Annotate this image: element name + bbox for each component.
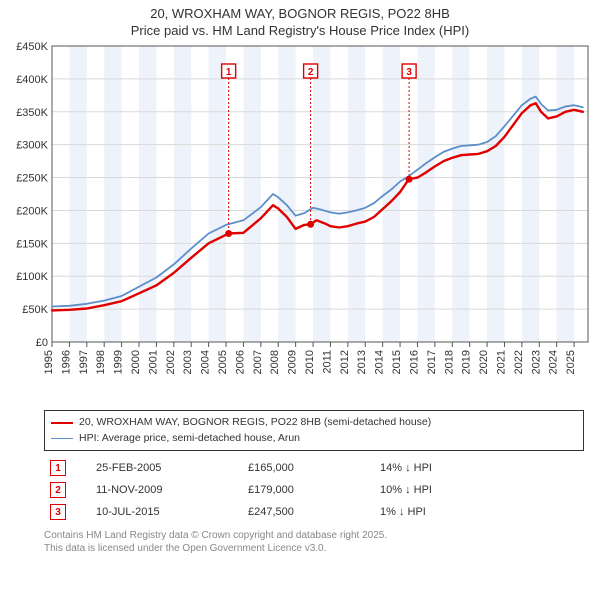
svg-text:2011: 2011: [321, 350, 333, 374]
chart-title: 20, WROXHAM WAY, BOGNOR REGIS, PO22 8HB …: [0, 6, 600, 40]
svg-text:£150K: £150K: [16, 238, 48, 250]
title-line-2: Price paid vs. HM Land Registry's House …: [0, 23, 600, 40]
event-price: £165,000: [242, 457, 374, 479]
svg-text:2024: 2024: [548, 350, 560, 374]
legend-row: HPI: Average price, semi-detached house,…: [51, 431, 577, 447]
svg-text:2018: 2018: [443, 350, 455, 374]
event-price: £247,500: [242, 501, 374, 523]
svg-text:£0: £0: [36, 337, 48, 349]
svg-text:2014: 2014: [374, 350, 386, 374]
chart-area: £0 £50K £100K £150K £200K £250K £300K £350K £400…: [8, 42, 592, 402]
legend: 20, WROXHAM WAY, BOGNOR REGIS, PO22 8HB …: [44, 410, 584, 452]
svg-text:2020: 2020: [478, 350, 490, 374]
event-row: 1 25-FEB-2005£165,00014% ↓ HPI: [44, 457, 584, 479]
svg-text:2000: 2000: [130, 350, 142, 374]
svg-text:3: 3: [406, 67, 412, 78]
svg-text:2016: 2016: [408, 350, 420, 374]
title-line-1: 20, WROXHAM WAY, BOGNOR REGIS, PO22 8HB: [0, 6, 600, 23]
legend-label: HPI: Average price, semi-detached house,…: [79, 431, 300, 447]
svg-text:2017: 2017: [426, 350, 438, 374]
legend-row: 20, WROXHAM WAY, BOGNOR REGIS, PO22 8HB …: [51, 415, 577, 431]
svg-text:2010: 2010: [304, 350, 316, 374]
svg-text:2009: 2009: [287, 350, 299, 374]
event-price: £179,000: [242, 479, 374, 501]
svg-text:2023: 2023: [530, 350, 542, 374]
svg-text:2008: 2008: [269, 350, 281, 374]
svg-text:2013: 2013: [356, 350, 368, 374]
svg-text:£450K: £450K: [16, 42, 48, 53]
svg-text:£300K: £300K: [16, 139, 48, 151]
attribution-line: Contains HM Land Registry data © Crown c…: [44, 529, 584, 542]
legend-swatch: [51, 422, 73, 424]
attribution: Contains HM Land Registry data © Crown c…: [44, 529, 584, 555]
event-date: 11-NOV-2009: [90, 479, 242, 501]
line-chart: £0 £50K £100K £150K £200K £250K £300K £350K £400…: [8, 42, 592, 402]
svg-text:2: 2: [308, 67, 314, 78]
svg-text:2002: 2002: [165, 350, 177, 374]
event-row: 2 11-NOV-2009£179,00010% ↓ HPI: [44, 479, 584, 501]
svg-text:1997: 1997: [78, 350, 90, 374]
event-marker-icon: 3: [50, 504, 66, 520]
attribution-line: This data is licensed under the Open Gov…: [44, 542, 584, 555]
svg-text:2015: 2015: [391, 350, 403, 374]
svg-text:2003: 2003: [182, 350, 194, 374]
event-delta: 10% ↓ HPI: [374, 479, 584, 501]
svg-text:2012: 2012: [339, 350, 351, 374]
svg-text:2025: 2025: [565, 350, 577, 374]
legend-label: 20, WROXHAM WAY, BOGNOR REGIS, PO22 8HB …: [79, 415, 431, 431]
event-row: 3 10-JUL-2015£247,5001% ↓ HPI: [44, 501, 584, 523]
svg-text:£200K: £200K: [16, 205, 48, 217]
event-marker-icon: 1: [50, 460, 66, 476]
svg-text:1996: 1996: [60, 350, 72, 374]
svg-text:£50K: £50K: [22, 304, 48, 316]
svg-text:1998: 1998: [95, 350, 107, 374]
event-marker-icon: 2: [50, 482, 66, 498]
svg-text:2021: 2021: [495, 350, 507, 374]
svg-text:£250K: £250K: [16, 172, 48, 184]
event-date: 25-FEB-2005: [90, 457, 242, 479]
svg-text:1: 1: [226, 67, 232, 78]
event-date: 10-JUL-2015: [90, 501, 242, 523]
svg-text:1995: 1995: [43, 350, 55, 374]
svg-text:1999: 1999: [113, 350, 125, 374]
svg-text:2007: 2007: [252, 350, 264, 374]
event-table: 1 25-FEB-2005£165,00014% ↓ HPI 2 11-NOV-200…: [44, 457, 584, 523]
svg-text:£350K: £350K: [16, 107, 48, 119]
svg-text:2006: 2006: [234, 350, 246, 374]
svg-text:2022: 2022: [513, 350, 525, 374]
svg-text:£400K: £400K: [16, 74, 48, 86]
event-delta: 14% ↓ HPI: [374, 457, 584, 479]
legend-swatch: [51, 438, 73, 439]
svg-text:£100K: £100K: [16, 271, 48, 283]
svg-text:2004: 2004: [200, 350, 212, 374]
svg-text:2019: 2019: [461, 350, 473, 374]
svg-text:2005: 2005: [217, 350, 229, 374]
svg-text:2001: 2001: [147, 350, 159, 374]
event-delta: 1% ↓ HPI: [374, 501, 584, 523]
